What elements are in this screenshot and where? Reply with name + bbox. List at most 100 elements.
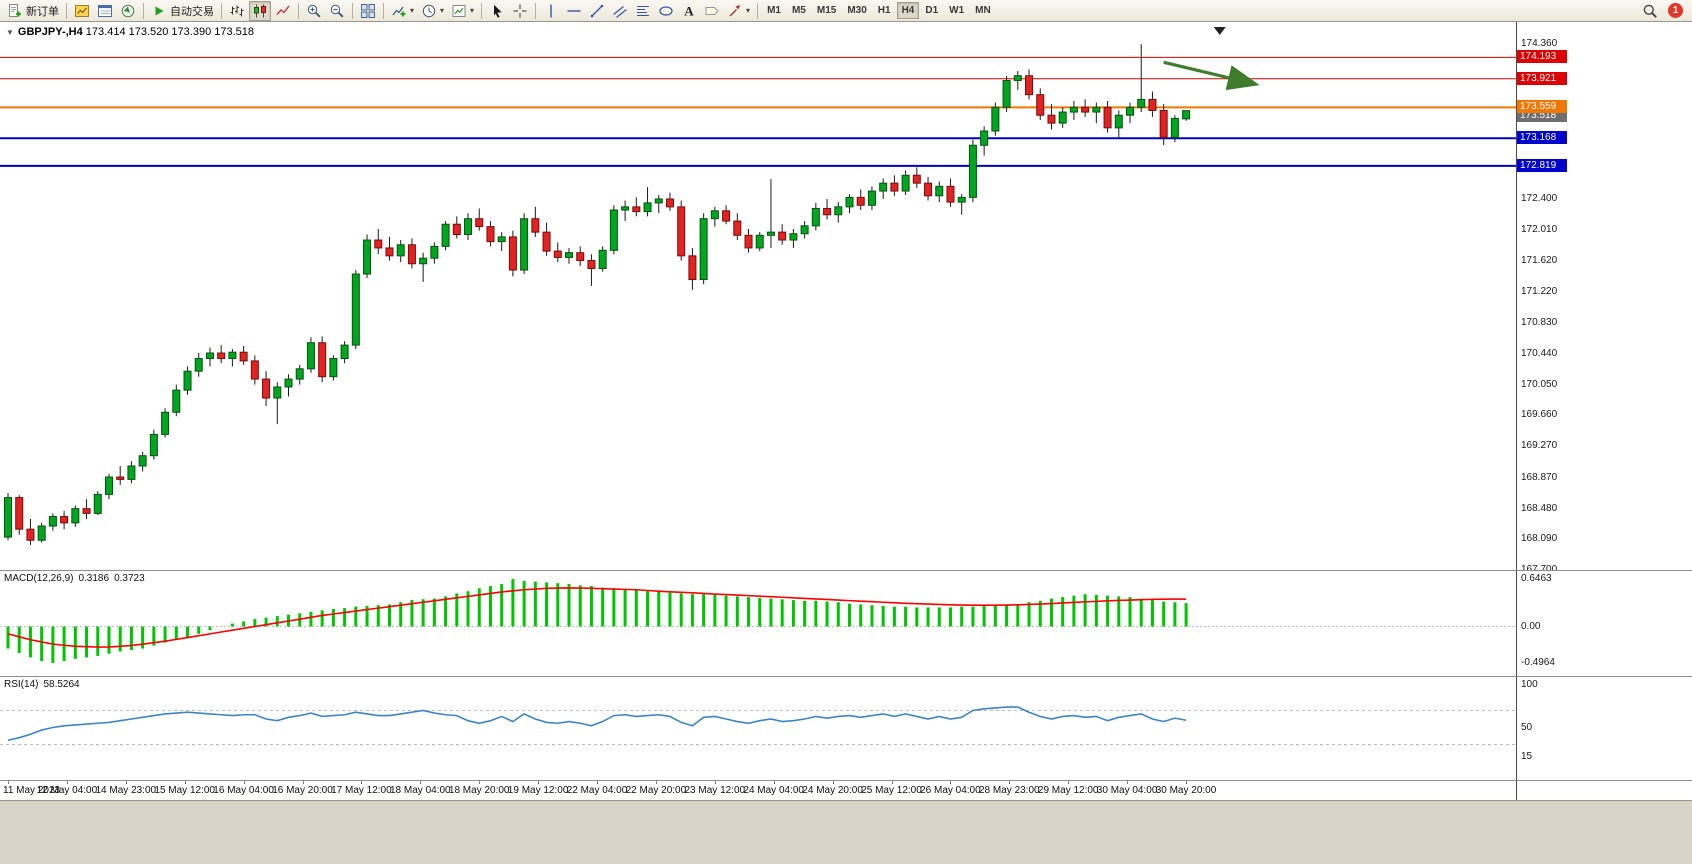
timeframe-m5-button[interactable]: M5 (787, 2, 811, 19)
horizontal-line-button[interactable] (563, 1, 585, 21)
chart-shift-marker[interactable] (1213, 27, 1226, 35)
time-axis-label: 17 May 12:00 (331, 785, 392, 796)
crosshair-button[interactable] (509, 1, 531, 21)
fibonacci-button[interactable] (632, 1, 654, 21)
time-axis-label: 26 May 04:00 (920, 785, 981, 796)
candle-body (565, 252, 573, 258)
price-axis[interactable]: 174.360 172.400 172.010 171.620 171.220 170.8… (1516, 22, 1692, 570)
timeframe-mn-button[interactable]: MN (970, 2, 996, 19)
equidistant-channel-button[interactable] (609, 1, 631, 21)
macd-panel[interactable]: MACD(12,26,9) 0.3186 0.3723 (0, 570, 1516, 676)
notification-count-badge[interactable]: 1 (1668, 3, 1683, 18)
timeframe-h4-button[interactable]: H4 (896, 2, 920, 19)
market-watch-icon (74, 3, 90, 19)
timeframe-m30-button[interactable]: M30 (842, 2, 871, 19)
candle-body (161, 411, 170, 435)
text-icon: A (681, 3, 697, 19)
rsi-name: RSI(14) (4, 679, 39, 690)
candle-body (834, 206, 843, 216)
timeframe-w1-button[interactable]: W1 (944, 2, 969, 19)
time-axis-label: 14 May 23:00 (95, 785, 157, 796)
timeframe-m15-button[interactable]: M15 (812, 2, 841, 19)
bar-chart-button[interactable] (226, 1, 248, 21)
rsi-axis[interactable]: 100 50 15 (1516, 676, 1692, 780)
timeframe-d1-button[interactable]: D1 (920, 2, 943, 19)
search-icon (1642, 3, 1658, 19)
candle-body (621, 206, 630, 211)
templates-button[interactable]: ▾ (448, 1, 477, 21)
line-chart-button[interactable] (272, 1, 294, 21)
candle-body (318, 342, 327, 378)
candle-body (407, 244, 416, 265)
toolbar-separator (298, 2, 299, 19)
data-window-icon (97, 3, 113, 19)
timeframe-h1-button[interactable]: H1 (873, 2, 896, 19)
price-tick-label: 169.270 (1521, 440, 1558, 452)
candlestick-chart-button[interactable] (249, 0, 271, 21)
candle-body (4, 497, 12, 538)
indicators-button[interactable]: ▾ (388, 1, 417, 21)
vertical-line-button[interactable] (540, 1, 562, 21)
time-axis[interactable]: 11 May 2023 12 May 04:00 14 May 23:00 15 Ma… (0, 780, 1516, 800)
data-window-button[interactable] (94, 1, 116, 21)
candle-body (632, 206, 641, 213)
candle-body (710, 210, 719, 220)
time-tick (773, 781, 775, 784)
candle-body (1103, 106, 1112, 129)
candle-body (194, 358, 203, 372)
navigator-button[interactable] (117, 1, 139, 21)
candle-body (273, 386, 282, 399)
new-order-button[interactable]: 新订单 (4, 1, 62, 21)
candle-body (1069, 106, 1078, 113)
macd-axis[interactable]: 0.6463 0.00 -0.4964 (1516, 570, 1692, 676)
candle-body (1114, 114, 1123, 129)
bar-chart-icon (229, 3, 245, 19)
time-tick (1127, 781, 1129, 784)
market-watch-button[interactable] (71, 1, 93, 21)
rsi-line (7, 706, 1187, 742)
zoom-out-icon (329, 3, 345, 19)
periods-button[interactable]: ▾ (418, 1, 447, 21)
candle-body (879, 182, 888, 192)
candle-body (138, 455, 147, 467)
trendline-button[interactable] (586, 1, 608, 21)
time-tick (891, 781, 893, 784)
price-tick-label: 174.360 (1521, 38, 1558, 50)
price-tick-label: 171.220 (1521, 286, 1558, 298)
label-button[interactable] (701, 1, 723, 21)
one-click-trading-collapse-icon[interactable]: ▼ (6, 28, 14, 37)
cursor-button[interactable] (486, 1, 508, 21)
autotrade-button[interactable]: 自动交易 (148, 1, 217, 21)
timeframe-m1-button[interactable]: M1 (762, 2, 786, 19)
text-button[interactable]: A (678, 1, 700, 21)
main-chart-canvas[interactable] (0, 22, 1516, 570)
time-axis-label: 15 May 12:00 (154, 785, 215, 796)
zoom-out-button[interactable] (326, 1, 348, 21)
svg-text:A: A (684, 3, 694, 18)
trend-arrow-annotation[interactable] (1163, 60, 1260, 91)
candle-body (1058, 111, 1067, 124)
search-button[interactable] (1639, 1, 1661, 21)
candle-body (1002, 79, 1011, 108)
zoom-in-button[interactable] (303, 1, 325, 21)
candle-body (800, 225, 809, 235)
clock-icon (421, 3, 437, 19)
rsi-label: RSI(14) 58.5264 (4, 679, 85, 690)
candle-body (149, 433, 158, 457)
candle-body (755, 234, 764, 249)
main-chart-panel[interactable]: ▼ GBPJPY-,H4 173.414 173.520 173.390 173.… (0, 22, 1516, 570)
candle-body (48, 516, 57, 527)
arrows-button[interactable]: ▾ (724, 1, 753, 21)
macd-signal-line (7, 587, 1187, 648)
time-tick (1068, 781, 1070, 784)
candle-body (643, 202, 652, 213)
tile-windows-button[interactable] (357, 1, 379, 21)
candle-body (890, 182, 899, 192)
price-tick-label: 170.440 (1521, 347, 1558, 359)
rsi-panel[interactable]: RSI(14) 58.5264 (0, 676, 1516, 780)
shapes-button[interactable] (655, 1, 677, 21)
candle-body (845, 196, 854, 208)
candle-body (823, 207, 832, 216)
level-price-badge: 173.559 (1517, 100, 1567, 114)
